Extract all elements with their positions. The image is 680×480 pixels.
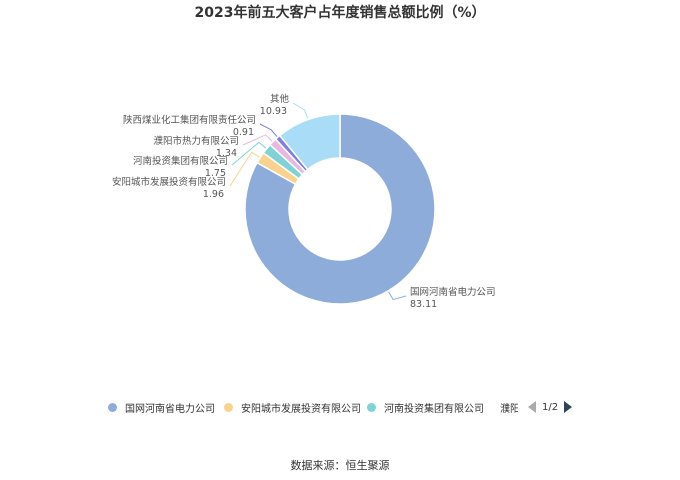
slice-name-label-3: 濮阳市热力有限公司 <box>153 135 239 147</box>
legend-prev-page-icon[interactable] <box>528 401 536 413</box>
slice-name-label-1: 安阳城市发展投资有限公司 <box>112 176 226 188</box>
legend-label-0: 国网河南省电力公司 <box>125 403 215 415</box>
legend: 国网河南省电力公司 安阳城市发展投资有限公司 河南投资集团有限公司 濮阳市热力有… <box>0 398 680 418</box>
leader-line-0 <box>388 291 407 301</box>
donut-slice-5[interactable] <box>278 113 341 171</box>
legend-label-3: 濮阳市热力有限公司 <box>500 403 518 415</box>
slice-name-label-5: 其他 <box>270 93 290 105</box>
slice-name-label-4: 陕西煤业化工集团有限责任公司 <box>123 114 256 126</box>
leader-line-5 <box>292 102 309 119</box>
legend-next-page-icon[interactable] <box>564 401 573 413</box>
legend-item-2[interactable]: 河南投资集团有限公司 <box>367 398 484 416</box>
slice-name-label-0: 国网河南省电力公司 <box>410 286 496 298</box>
slice-value-label-0: 83.11 <box>410 299 437 310</box>
leader-line-3 <box>242 134 273 146</box>
slice-value-label-2: 1.75 <box>205 168 226 179</box>
legend-item-3[interactable]: 濮阳市热力有限公司 <box>492 398 518 416</box>
legend-marker-1 <box>224 402 233 412</box>
legend-label-2: 河南投资集团有限公司 <box>384 403 484 415</box>
slice-name-label-2: 河南投资集团有限公司 <box>133 155 228 167</box>
slice-value-label-3: 1.34 <box>216 148 237 159</box>
slice-value-label-5: 10.93 <box>260 106 287 117</box>
legend-marker-0 <box>108 402 117 412</box>
legend-pager: 1/2 <box>528 398 573 416</box>
donut-slice-0[interactable] <box>244 113 436 305</box>
slice-value-label-1: 1.96 <box>203 189 224 200</box>
chart-title: 2023年前五大客户占年度销售总额比例（%） <box>194 5 486 21</box>
legend-marker-2 <box>367 402 376 412</box>
leader-line-4 <box>259 123 278 137</box>
slice-value-label-4: 0.91 <box>233 127 254 138</box>
legend-page-indicator: 1/2 <box>542 401 559 413</box>
data-source-note: 数据来源：恒生聚源 <box>290 459 390 472</box>
legend-label-1: 安阳城市发展投资有限公司 <box>241 403 361 415</box>
leader-line-2 <box>231 141 267 166</box>
leader-line-1 <box>229 151 260 187</box>
legend-item-0[interactable]: 国网河南省电力公司 <box>108 398 215 416</box>
legend-item-1[interactable]: 安阳城市发展投资有限公司 <box>224 398 361 416</box>
